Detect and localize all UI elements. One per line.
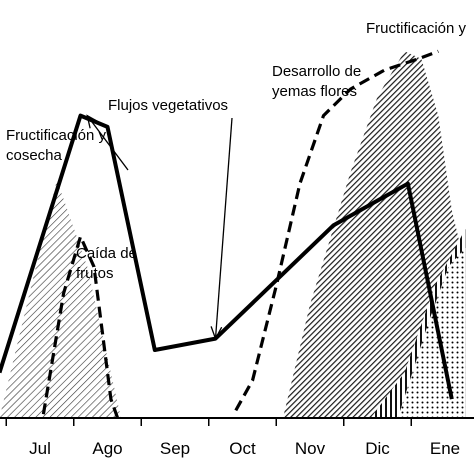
annotation-line: Caída de — [76, 245, 137, 262]
x-tick-label: Nov — [295, 439, 326, 458]
arrowhead-flujos — [210, 326, 223, 341]
series-dash_bloom — [234, 49, 439, 412]
x-tick-label: Sep — [160, 439, 190, 458]
area-area_bloom — [283, 51, 466, 419]
lines-layer — [0, 49, 454, 419]
annotations: Fructificación y cosecha Caída de frutos Flu… — [6, 20, 467, 341]
arrow-flujos — [214, 117, 233, 339]
annotation-fructificacion: Fructificación y cosecha — [6, 127, 107, 164]
annotation-fructificacion_top: Fructificación y — [366, 20, 467, 37]
annotation-line: yemas flores — [272, 83, 357, 100]
annotation-line: frutos — [76, 265, 114, 282]
annotation-line: cosecha — [6, 147, 63, 164]
annotation-line: Fructificación y — [366, 20, 467, 37]
x-tick-label: Jul — [29, 439, 51, 458]
annotation-line: Fructificación y — [6, 127, 107, 144]
series-solid — [0, 113, 454, 400]
x-tick-label: Oct — [229, 439, 256, 458]
annotation-line: Flujos vegetativos — [108, 97, 228, 114]
annotation-caida: Caída de frutos — [76, 245, 137, 282]
arrow-fructificacion — [86, 115, 129, 171]
x-tick-label: Ene — [430, 439, 460, 458]
x-tick-label: Dic — [365, 439, 390, 458]
area-area_jul — [0, 179, 121, 418]
annotation-flujos: Flujos vegetativos — [108, 97, 228, 114]
series-dash_fall — [41, 235, 120, 419]
areas-layer — [0, 51, 466, 419]
x-tick-label: Ago — [92, 439, 122, 458]
arrowhead-fructificacion — [86, 114, 99, 129]
annotation-desarrollo: Desarrollo de yemas flores — [272, 63, 361, 100]
x-axis: JulAgoSepOctNovDicEneFeb — [0, 417, 474, 458]
annotation-line: Desarrollo de — [272, 63, 361, 80]
